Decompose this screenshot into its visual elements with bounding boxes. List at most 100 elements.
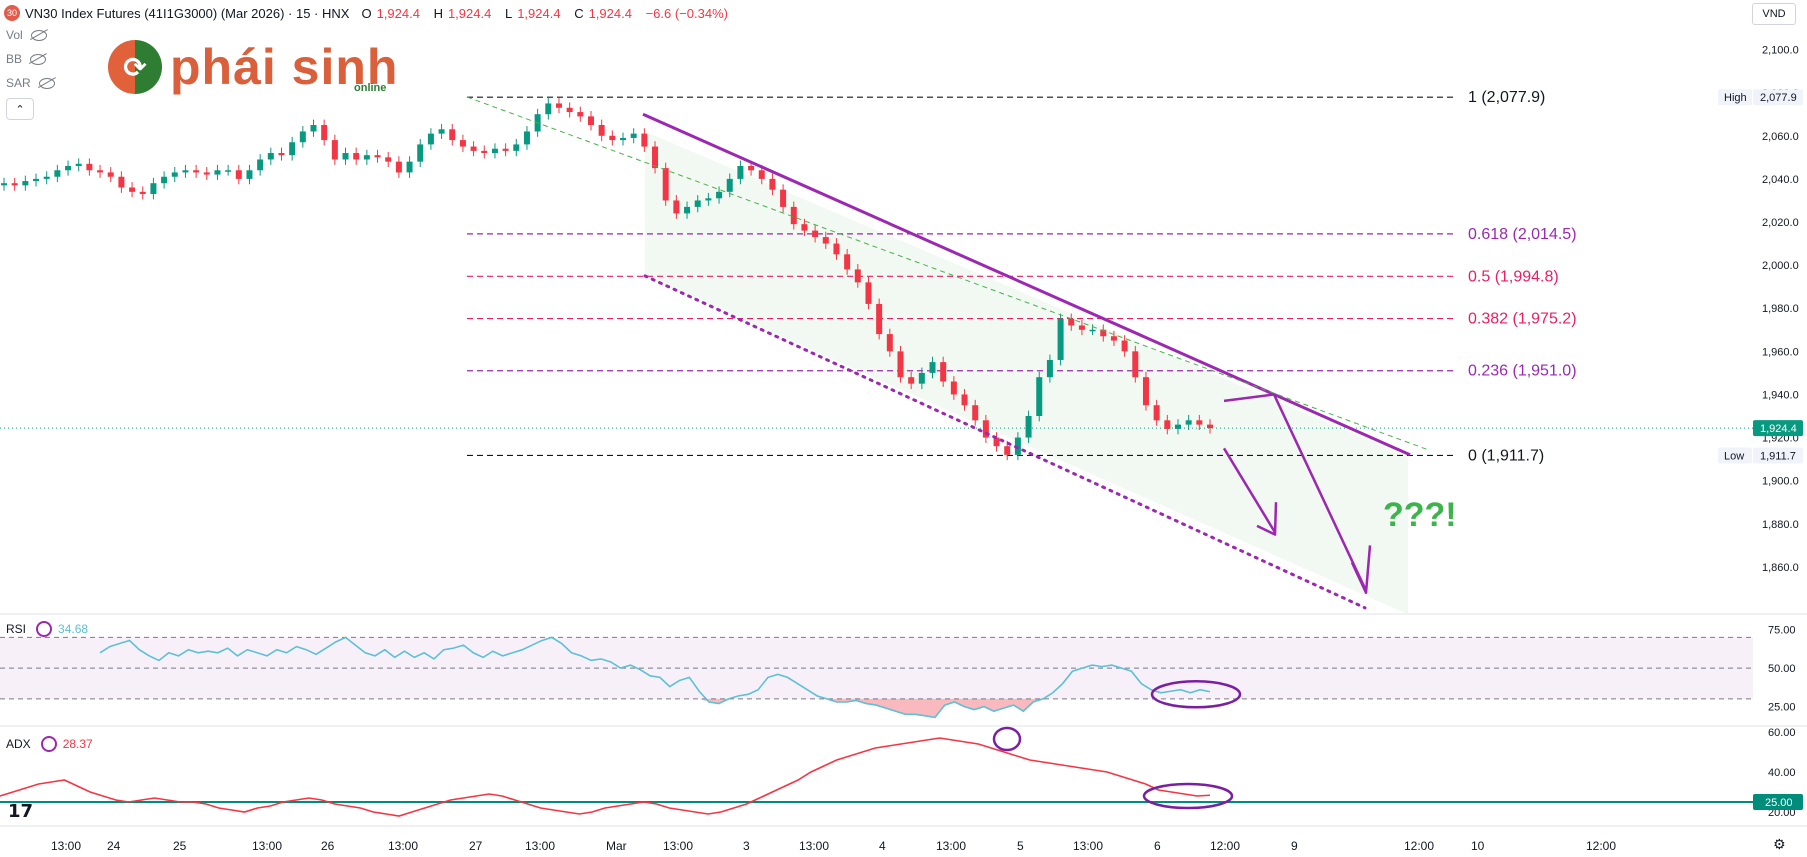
candle-body [972, 405, 979, 421]
rsi-line [99, 636, 1211, 719]
candle-body [75, 163, 82, 166]
candle-body [737, 165, 744, 179]
candle-body [758, 170, 765, 179]
drawings: ???! [466, 96, 1457, 610]
low-price-label: Low [1724, 450, 1744, 462]
indicator-sar-label: SAR [6, 76, 31, 90]
candle-body [694, 200, 701, 207]
time-tick-label: 5 [1017, 839, 1024, 853]
candle-body [1174, 424, 1181, 429]
candle-body [417, 144, 424, 162]
candle-body [726, 178, 733, 192]
candle-body [993, 437, 1000, 447]
candle-body [214, 170, 221, 175]
symbol-title[interactable]: VN30 Index Futures (41I1G3000) (Mar 2026… [25, 5, 350, 21]
price-tick-label: 2,100.0 [1762, 45, 1799, 57]
rsi-label: RSI [6, 622, 27, 636]
time-tick-label: 6 [1154, 839, 1161, 853]
candle-body [299, 131, 306, 143]
adx-tick-label: 40.00 [1768, 767, 1796, 779]
time-tick-label: 9 [1291, 839, 1298, 853]
candle-body [1025, 416, 1032, 438]
fib-level-label: 0.618 (2,014.5) [1468, 226, 1577, 243]
ohlc-close: 1,924.4 [588, 5, 632, 21]
candle-body [289, 142, 296, 156]
candle-body [1068, 319, 1075, 326]
time-tick-label: 13:00 [663, 839, 693, 853]
adx-label: ADX [6, 737, 31, 751]
time-tick-label: 12:00 [1210, 839, 1240, 853]
refresh-icon[interactable] [36, 621, 53, 637]
time-tick-label: 24 [107, 839, 121, 853]
candle-body [1004, 446, 1011, 455]
candle-body [406, 161, 413, 173]
rsi-oversold-fill [699, 698, 1044, 718]
ohlc-open-key: O [361, 5, 372, 21]
price-tick-label: 1,940.0 [1762, 389, 1799, 401]
time-tick-label: 13:00 [252, 839, 282, 853]
candle-body [65, 165, 72, 171]
eye-hidden-icon[interactable] [30, 29, 47, 41]
candle-body [523, 131, 530, 145]
candle-body [865, 282, 872, 304]
fib-level-label: 0 (1,911.7) [1468, 447, 1544, 464]
candle-body [246, 170, 253, 179]
candle-body [1, 183, 7, 186]
candle-body [684, 206, 691, 214]
price-tick-label: 1,960.0 [1762, 346, 1799, 358]
high-price-label-bg [1718, 89, 1752, 106]
candle-body [225, 170, 232, 172]
fib-level-label: 1 (2,077.9) [1468, 89, 1545, 106]
candle-body [150, 183, 157, 194]
candle-body [918, 372, 925, 384]
rsi-pane-title[interactable]: RSI 34.68 [6, 621, 88, 637]
refresh-icon[interactable] [40, 736, 57, 752]
currency-button[interactable]: VND [1752, 3, 1796, 25]
candle-body [716, 191, 723, 199]
collapse-indicators-button[interactable]: ⌃ [6, 98, 34, 120]
time-tick-label: Mar [606, 839, 627, 853]
eye-hidden-icon[interactable] [30, 53, 47, 65]
candle-body [940, 362, 947, 382]
candle-body [641, 133, 648, 147]
candle-body [620, 137, 627, 141]
candle-body [22, 181, 29, 186]
time-tick-label: 13:00 [799, 839, 829, 853]
time-tick-label: 13:00 [1073, 839, 1103, 853]
rsi-highlight-circle [1150, 680, 1242, 709]
indicator-vol[interactable]: Vol [6, 28, 47, 42]
arrow-head-large [1350, 545, 1372, 595]
candle-body [1207, 424, 1213, 429]
candle-body [577, 112, 584, 117]
logo-text: phái sinh [170, 39, 399, 95]
adx-pane-title[interactable]: ADX 28.37 [6, 736, 93, 752]
time-tick-label: 12:00 [1404, 839, 1434, 853]
adx-tick-label: 60.00 [1768, 727, 1796, 739]
price-axis: 2,100.02,080.02,060.02,040.02,020.02,000… [1718, 45, 1803, 574]
candle-body [1110, 336, 1117, 341]
adx-hline-tag [1753, 794, 1803, 810]
indicator-bb[interactable]: BB [6, 52, 47, 66]
candle-body [1057, 319, 1064, 360]
tradingview-logo-icon[interactable]: 𝟭𝟳 [8, 801, 34, 821]
candle-body [342, 153, 349, 160]
candle-body [86, 163, 93, 171]
arrow-head-small [1256, 502, 1278, 536]
indicator-sar[interactable]: SAR [6, 76, 55, 90]
candle-body [1132, 351, 1139, 378]
price-tick-label: 2,040.0 [1762, 174, 1799, 186]
price-tick-label: 1,900.0 [1762, 476, 1799, 488]
symbol-badge[interactable]: 30 [4, 5, 20, 21]
gear-icon[interactable]: ⚙ [1773, 836, 1786, 852]
rsi-tick-label: 50.00 [1768, 663, 1796, 675]
adx-highlight-circle [1142, 782, 1234, 810]
candle-body [11, 183, 18, 186]
candle-body [1036, 377, 1043, 416]
eye-hidden-icon[interactable] [38, 77, 55, 89]
candle-body [235, 170, 242, 179]
time-tick-label: 4 [879, 839, 886, 853]
candle-body [107, 172, 114, 177]
candle-body [1121, 340, 1128, 352]
candle-body [331, 140, 338, 160]
